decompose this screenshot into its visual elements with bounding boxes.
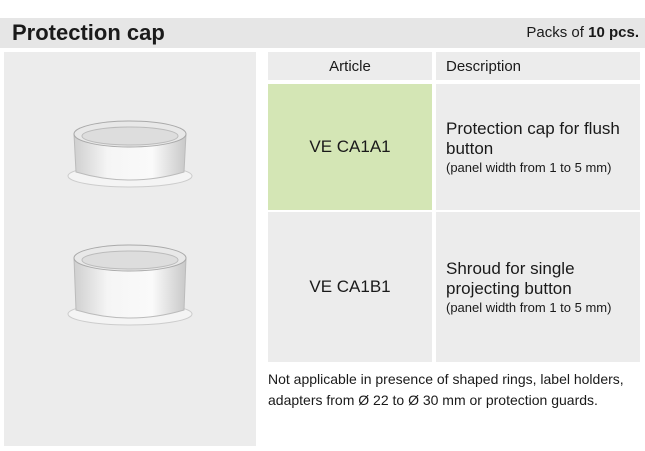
description-cell: Protection cap for flush button (panel wi… xyxy=(436,84,640,210)
shroud-image xyxy=(67,244,193,326)
description-cell: Shroud for single projecting button (pane… xyxy=(436,212,640,362)
cap-image xyxy=(67,120,193,188)
packs: Packs of 10 pcs. xyxy=(526,22,639,44)
article-cell: VE CA1A1 xyxy=(268,84,432,210)
description: Protection cap for flush button xyxy=(446,118,620,158)
column-header: Article xyxy=(268,52,432,80)
note: Not applicable in presence of shaped rin… xyxy=(268,371,624,408)
column-header: Description xyxy=(436,52,640,80)
product-images xyxy=(67,120,193,326)
packs-prefix: Packs of xyxy=(526,24,584,41)
description-detail: (panel width from 1 to 5 mm) xyxy=(446,159,612,175)
description-detail: (panel width from 1 to 5 mm) xyxy=(446,299,612,315)
article-cell: VE CA1B1 xyxy=(268,212,432,362)
image-panel xyxy=(4,52,256,446)
packs-count: 10 pcs. xyxy=(588,24,639,41)
header-bar xyxy=(0,18,645,48)
title: Protection cap xyxy=(12,20,165,45)
description: Shroud for single projecting button xyxy=(446,258,575,298)
